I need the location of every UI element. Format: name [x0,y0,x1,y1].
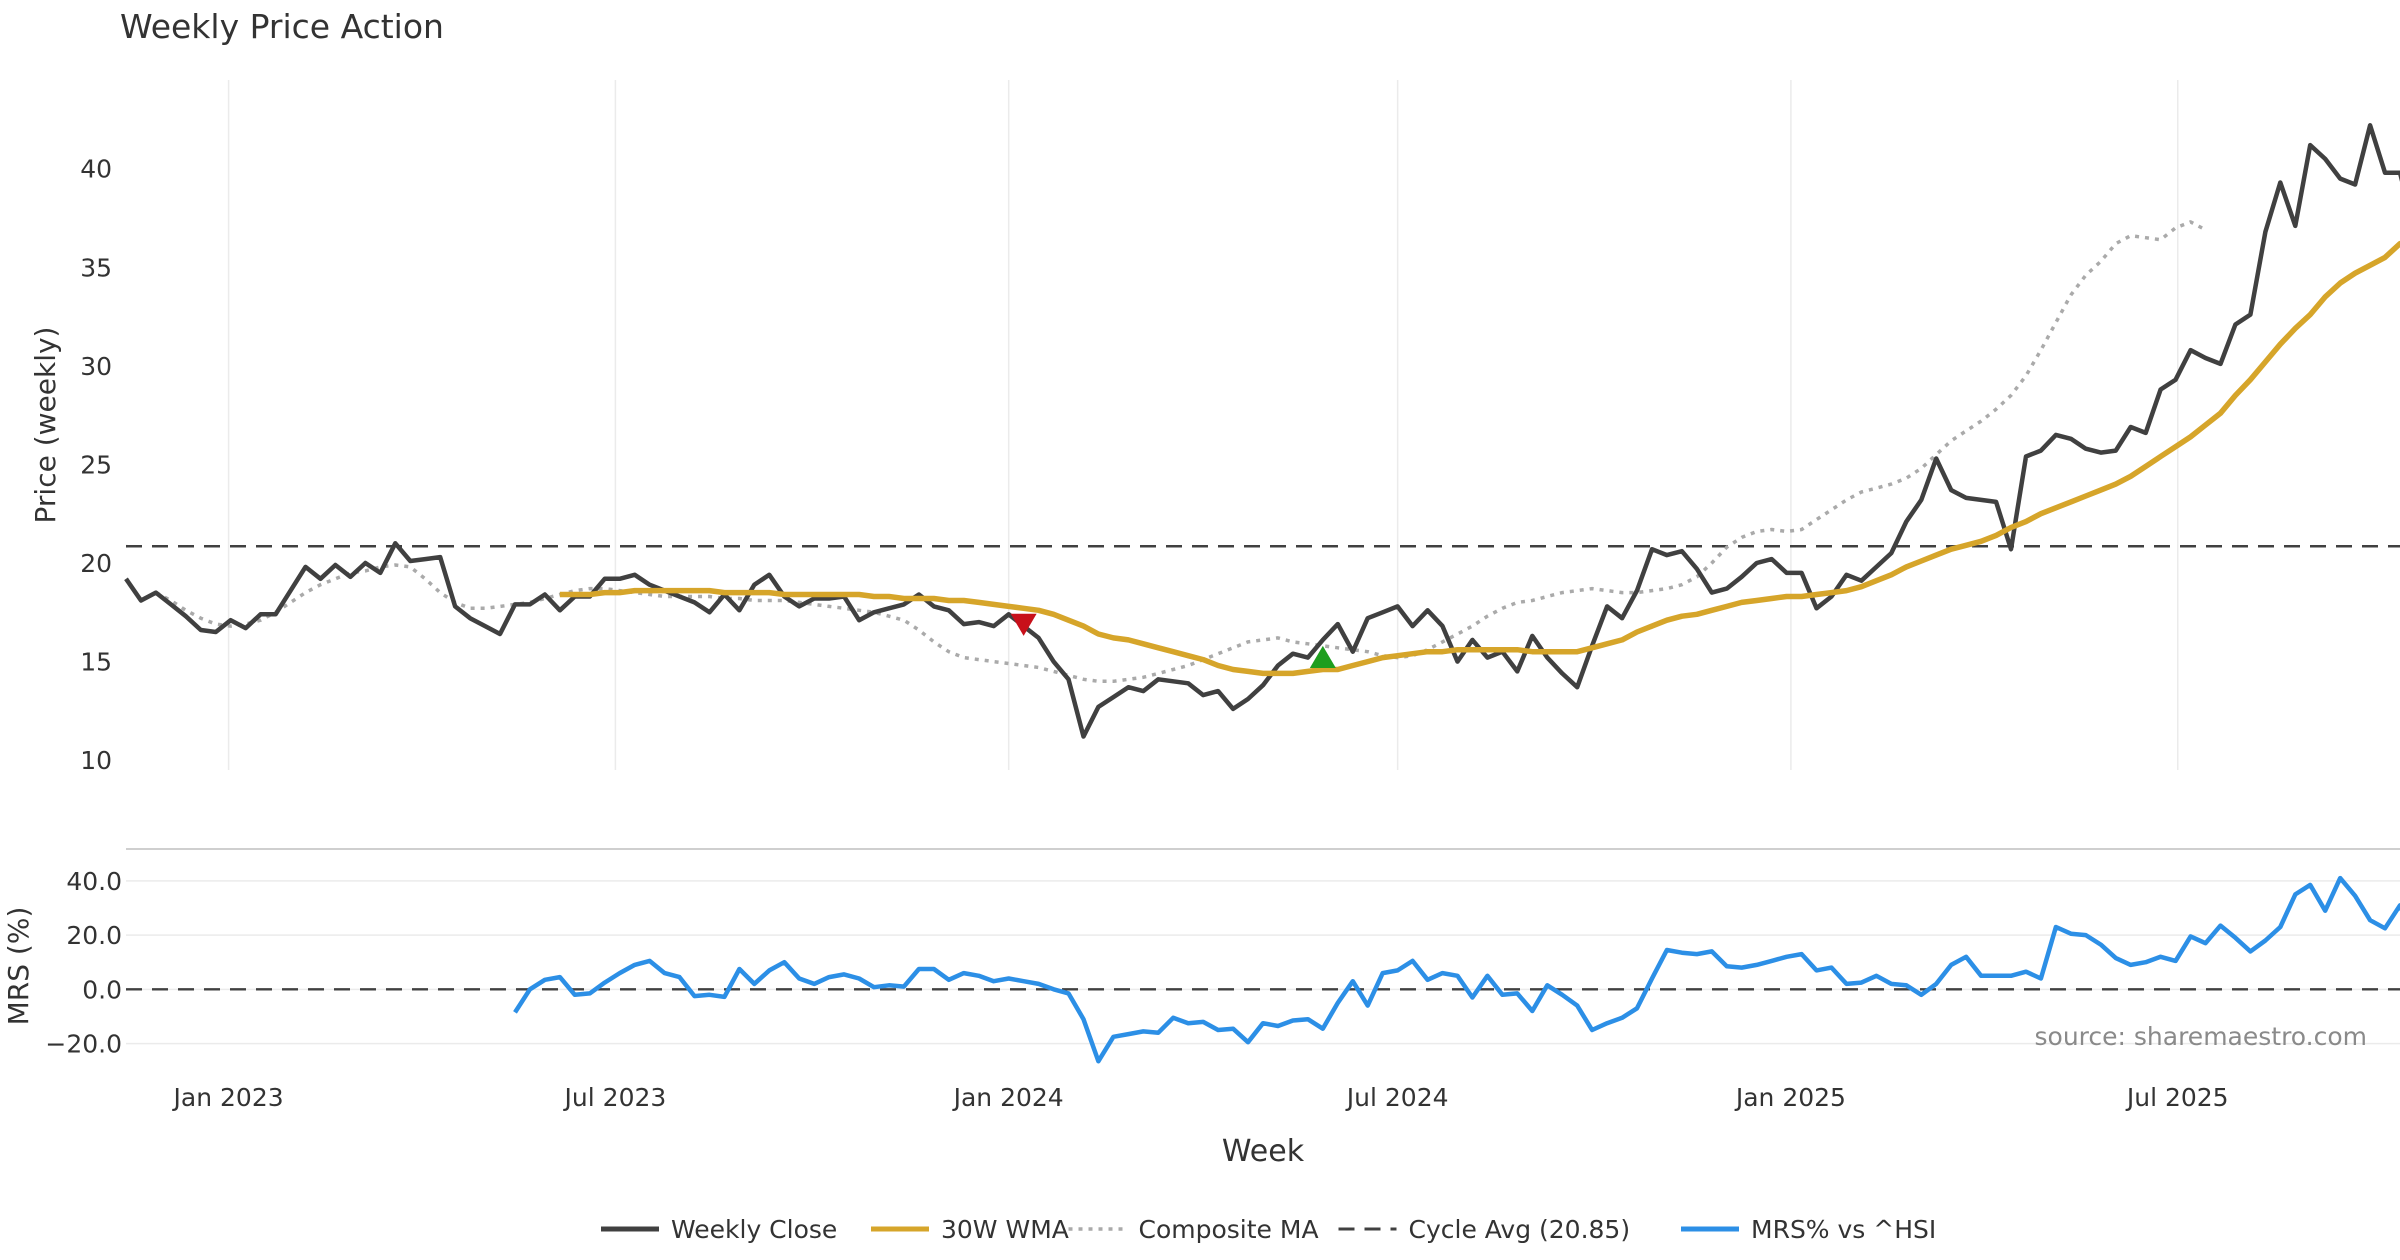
price-grid [227,80,2179,770]
legend-item: Composite MA [1068,1215,1319,1244]
price-y-tick-label: 35 [80,253,112,282]
mrs-y-tick-label: 0.0 [82,975,122,1004]
price-y-tick-label: 20 [80,549,112,578]
source-label: source: sharemaestro.com [2035,1022,2368,1051]
sell-signal-marker [1010,613,1037,636]
signal-markers [1010,613,1336,669]
mrs-panel: 40.0 20.0 0.0 −20.0 MRS (%) source: sharema… [2,867,2400,1064]
buy-signal-marker [1309,645,1336,669]
mrs-line [513,875,2400,1064]
price-y-tick-label: 15 [80,648,112,677]
price-y-label: Price (weekly) [29,327,62,524]
x-tick-label: Jul 2023 [563,1083,667,1112]
mrs-y-tick-label: −20.0 [45,1030,122,1059]
x-tick-label: Jul 2025 [2125,1083,2229,1112]
price-y-tick-label: 40 [80,155,112,184]
weekly-close-line [124,123,2400,739]
x-tick-label: Jan 2025 [1734,1083,1846,1112]
price-y-tick-label: 30 [80,352,112,381]
mrs-y-ticks: 40.0 20.0 0.0 −20.0 [45,867,122,1059]
legend-item: Weekly Close [601,1215,837,1244]
legend-label: Cycle Avg (20.85) [1409,1215,1631,1244]
price-y-ticks: 10 15 20 25 30 35 40 [80,155,112,775]
legend-label: 30W WMA [941,1215,1069,1244]
price-y-tick-label: 10 [80,746,112,775]
price-panel: 10 15 20 25 30 35 40 Price (weekly) [29,80,2400,775]
x-tick-label: Jul 2024 [1345,1083,1449,1112]
x-tick-label: Jan 2024 [952,1083,1064,1112]
legend-label: Composite MA [1139,1215,1319,1244]
mrs-y-label: MRS (%) [2,907,35,1026]
price-y-tick-label: 25 [80,450,112,479]
legend-item: 30W WMA [871,1215,1069,1244]
chart-title: Weekly Price Action [120,7,444,46]
legend-label: Weekly Close [671,1215,837,1244]
legend-label: MRS% vs ^HSI [1751,1215,1936,1244]
wma-30-line [559,240,2400,677]
x-ticks: Jan 2023 Jul 2023 Jan 2024 Jul 2024 Jan 2025… [172,1083,2229,1112]
mrs-y-tick-label: 40.0 [66,867,122,896]
legend-item: MRS% vs ^HSI [1681,1215,1936,1244]
x-axis-label: Week [1222,1134,1305,1169]
mrs-y-tick-label: 20.0 [66,921,122,950]
legend-item: Cycle Avg (20.85) [1338,1215,1631,1244]
mrs-grid [126,880,2400,1045]
legend: Weekly Close 30W WMA Composite MA Cycle Avg… [601,1215,1936,1244]
x-tick-label: Jan 2023 [172,1083,284,1112]
